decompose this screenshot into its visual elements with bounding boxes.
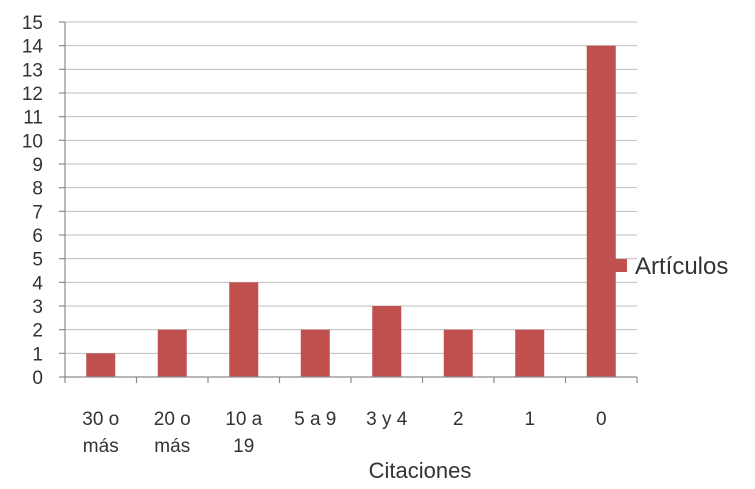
legend[interactable]: Artículos: [614, 253, 728, 280]
y-tick-label: 14: [22, 37, 44, 58]
bar[interactable]: [586, 45, 616, 378]
y-tick-label: 3: [32, 297, 43, 318]
y-tick-label: 7: [32, 202, 43, 223]
y-tick-label: 9: [32, 155, 43, 176]
y-tick-label: 12: [22, 84, 43, 105]
bar[interactable]: [443, 329, 473, 377]
bar[interactable]: [515, 329, 545, 377]
y-tick-label: 0: [32, 368, 43, 389]
y-tick-label: 2: [32, 321, 43, 342]
y-tick-label: 13: [22, 60, 43, 81]
bar[interactable]: [229, 282, 259, 377]
bar[interactable]: [300, 329, 330, 377]
x-axis-tick-labels: 30 o más 20 o más 10 a 19 5 a 9 3 y 4 2 1 0: [82, 409, 606, 457]
bars: [86, 45, 616, 378]
bar[interactable]: [157, 329, 187, 377]
legend-label: Artículos: [635, 253, 728, 280]
x-tick-label: 5 a 9: [294, 409, 336, 430]
x-tick-label: 30 o más: [82, 409, 119, 457]
axes: [64, 22, 638, 383]
x-axis-title: Citaciones: [369, 458, 472, 483]
y-tick-label: 11: [23, 108, 43, 129]
y-tick-label: 1: [32, 344, 43, 365]
bar[interactable]: [372, 306, 402, 377]
y-tick-label: 8: [32, 179, 43, 200]
x-tick-label: 1: [524, 409, 535, 430]
y-tick-label: 15: [22, 13, 43, 34]
x-tick-label: 20 o más: [154, 409, 191, 457]
x-tick-label: 10 a 19: [225, 409, 262, 457]
x-tick-label: 2: [453, 409, 464, 430]
y-tick-label: 5: [32, 250, 43, 271]
x-tick-label: 0: [596, 409, 607, 430]
legend-swatch: [614, 259, 627, 272]
y-tick-label: 4: [32, 273, 43, 294]
y-tick-label: 10: [22, 131, 43, 152]
gridlines: [59, 21, 637, 378]
x-tick-label: 3 y 4: [366, 409, 408, 430]
y-tick-label: 6: [32, 226, 43, 247]
bar[interactable]: [86, 353, 116, 377]
